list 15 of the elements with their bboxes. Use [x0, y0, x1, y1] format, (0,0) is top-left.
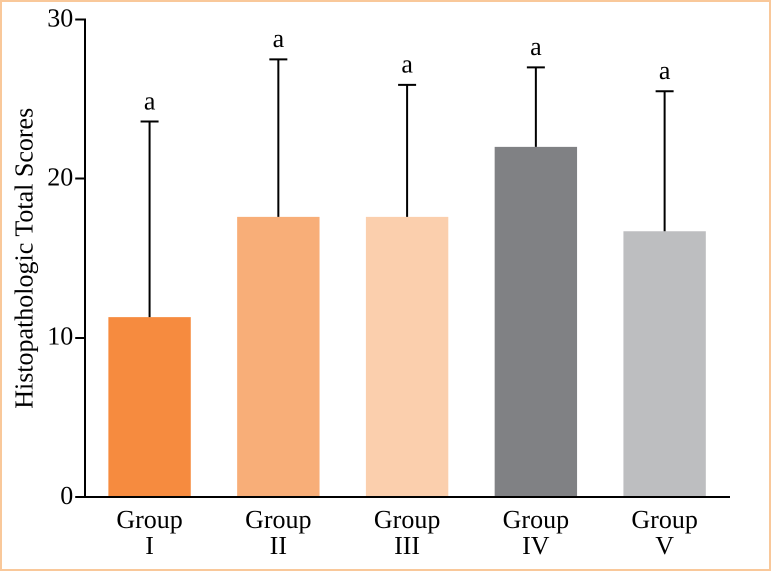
y-tick-label: 10	[47, 322, 74, 351]
x-tick-label: Group III	[374, 504, 440, 560]
y-axis-title: Histopathologic Total Scores	[9, 108, 38, 409]
annotation: a	[530, 32, 542, 62]
annotation: a	[658, 56, 671, 86]
annotation: a	[272, 24, 285, 54]
x-tick-label: Group I	[116, 504, 183, 560]
y-tick-label: 0	[60, 480, 74, 510]
y-tick-label: 20	[47, 162, 74, 192]
x-tick-label: Group V	[631, 504, 698, 560]
annotation: a	[401, 50, 414, 79]
x-tick-label: Group II	[245, 504, 312, 560]
y-tick-label: 30	[47, 3, 74, 32]
annotation: a	[144, 86, 156, 116]
x-tick-label: Group IV	[502, 504, 570, 560]
